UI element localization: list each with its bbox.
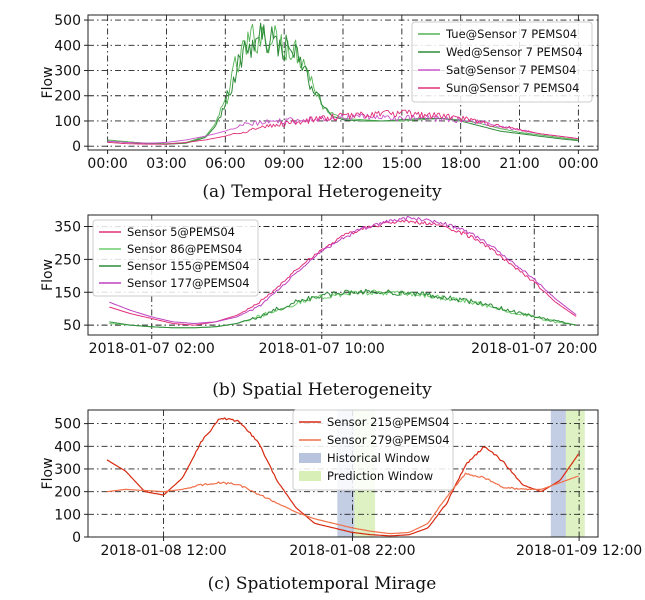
legend-label-wed-sensor-7-pems04: Wed@Sensor 7 PEMS04 [446,45,583,59]
prediction-window-span [565,410,585,537]
legend-label-sensor-155-pems04: Sensor 155@PEMS04 [127,259,250,273]
y-tick-label: 250 [54,252,81,268]
legend-label-historical-window: Historical Window [327,451,430,465]
y-tick-label: 300 [54,462,81,478]
y-tick-label: 0 [72,530,81,546]
y-tick-label: 400 [54,38,81,54]
legend-label-sat-sensor-7-pems04: Sat@Sensor 7 PEMS04 [446,63,576,77]
caption-b: (b) Spatial Heterogeneity [212,380,432,400]
y-tick-label: 400 [54,439,81,455]
series-line-wed-sensor-7-pems04 [107,22,578,145]
y-tick-label: 150 [54,285,81,301]
y-axis-label: Flow [40,67,56,99]
y-tick-label: 500 [54,13,81,29]
legend-swatch-historical-window [299,453,321,463]
series-line-sensor-215-pems04 [106,417,580,537]
x-tick-label: 00:00 [87,156,127,172]
legend: Sensor 215@PEMS04 Sensor 279@PEMS04 Histor… [292,409,454,491]
legend: Sensor 5@PEMS04 Sensor 86@PEMS04 Sensor 15… [92,219,259,297]
x-tick-label: 2018-01-08 22:00 [289,543,415,559]
series-line-sat-sensor-7-pems04 [107,113,578,144]
y-tick-label: 300 [54,64,81,80]
legend-label-sensor-5-pems04: Sensor 5@PEMS04 [127,225,235,239]
x-tick-label: 15:00 [382,156,422,172]
legend-label-sensor-86-pems04: Sensor 86@PEMS04 [127,242,242,256]
legend-label-sensor-177-pems04: Sensor 177@PEMS04 [127,276,250,290]
legend-box [92,219,259,297]
x-tick-label: 12:00 [323,156,363,172]
x-tick-label: 2018-01-07 02:00 [89,341,215,357]
x-tick-label: 2018-01-07 10:00 [259,341,385,357]
panel-spatial-heterogeneity: (b) Spatial Heterogeneity 50 150 250 350 201… [40,214,599,400]
axes-frame [87,214,599,336]
series-line-sensor-177-pems04 [109,216,577,324]
legend-label-prediction-window: Prediction Window [327,469,433,483]
y-tick-label: 100 [54,507,81,523]
legend-label-sensor-279-pems04: Sensor 279@PEMS04 [327,433,450,447]
y-tick-label: 100 [54,114,81,130]
series-line-sensor-279-pems04 [106,472,579,535]
legend-box [292,409,454,491]
panel-spatiotemporal-mirage: (c) Spatiotemporal Mirage 0 100 200 300 400 5… [40,409,642,594]
y-tick-label: 50 [63,318,81,334]
legend: Tue@Sensor 7 PEMS04 Wed@Sensor 7 PEMS04 Sa… [411,21,593,103]
x-tick-label: 2018-01-08 12:00 [100,543,226,559]
caption-a: (a) Temporal Heterogeneity [202,182,442,202]
series-line-sensor-5-pems04 [109,219,577,326]
legend-label-tue-sensor-7-pems04: Tue@Sensor 7 PEMS04 [445,27,577,41]
panel-temporal-heterogeneity: (a) Temporal Heterogeneity 0 100 200 300 400… [40,13,599,202]
x-tick-label: 2018-01-07 20:00 [471,341,597,357]
y-tick-label: 200 [54,89,81,105]
y-tick-label: 500 [54,417,81,433]
x-tick-label: 03:00 [146,156,186,172]
x-tick-label: 06:00 [205,156,245,172]
legend-swatch-prediction-window [299,471,321,481]
x-tick-label: 2018-01-09 12:00 [516,543,642,559]
series-line-sun-sensor-7-pems04 [107,109,578,145]
x-tick-label: 00:00 [558,156,598,172]
y-axis-label: Flow [40,259,56,291]
legend-label-sensor-215-pems04: Sensor 215@PEMS04 [327,415,450,429]
x-tick-label: 09:00 [264,156,304,172]
y-tick-label: 350 [54,220,81,236]
series-line-sensor-155-pems04 [109,288,577,329]
x-tick-label: 21:00 [499,156,539,172]
caption-c: (c) Spatiotemporal Mirage [208,574,437,594]
y-axis-label: Flow [40,458,56,490]
y-tick-label: 200 [54,485,81,501]
legend-label-sun-sensor-7-pems04: Sun@Sensor 7 PEMS04 [446,81,579,95]
x-tick-label: 18:00 [441,156,481,172]
legend-box [411,21,593,103]
historical-window-span [550,410,566,537]
y-tick-label: 0 [72,139,81,155]
